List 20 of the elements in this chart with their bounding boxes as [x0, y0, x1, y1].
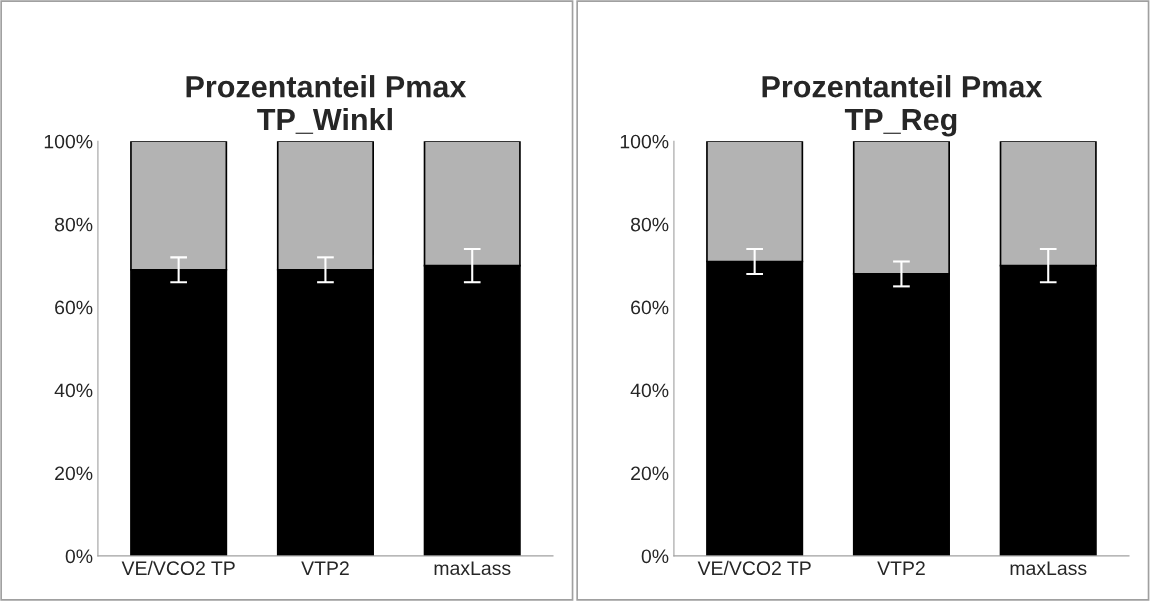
chart-title: Prozentanteil Pmax TP_Winkl — [186, 75, 467, 134]
y-tick-label: 20% — [631, 466, 669, 481]
x-tick-label: VTP2 — [301, 561, 349, 575]
y-tick-label: 60% — [631, 300, 669, 315]
y-tick-label: 40% — [630, 383, 669, 398]
x-tick-label: VTP2 — [877, 561, 925, 575]
y-tick-label: 20% — [55, 466, 93, 481]
x-tick-label: VE/VCO2 TP — [121, 560, 235, 576]
x-tick-label: VE/VCO2 TP — [697, 560, 811, 576]
y-tick-label: 0% — [641, 549, 669, 564]
y-tick-label: 0% — [65, 549, 93, 564]
y-tick-label: 80% — [630, 217, 669, 232]
x-tick-label: maxLass — [434, 561, 511, 576]
y-tick-label: 80% — [54, 217, 93, 232]
y-tick-label: 100% — [44, 134, 93, 149]
y-tick-label: 40% — [54, 383, 93, 398]
y-tick-label: 100% — [620, 134, 669, 149]
x-tick-label: maxLass — [1010, 561, 1087, 576]
y-tick-label: 60% — [55, 300, 93, 315]
chart-title: Prozentanteil Pmax TP_Reg — [762, 75, 1043, 137]
